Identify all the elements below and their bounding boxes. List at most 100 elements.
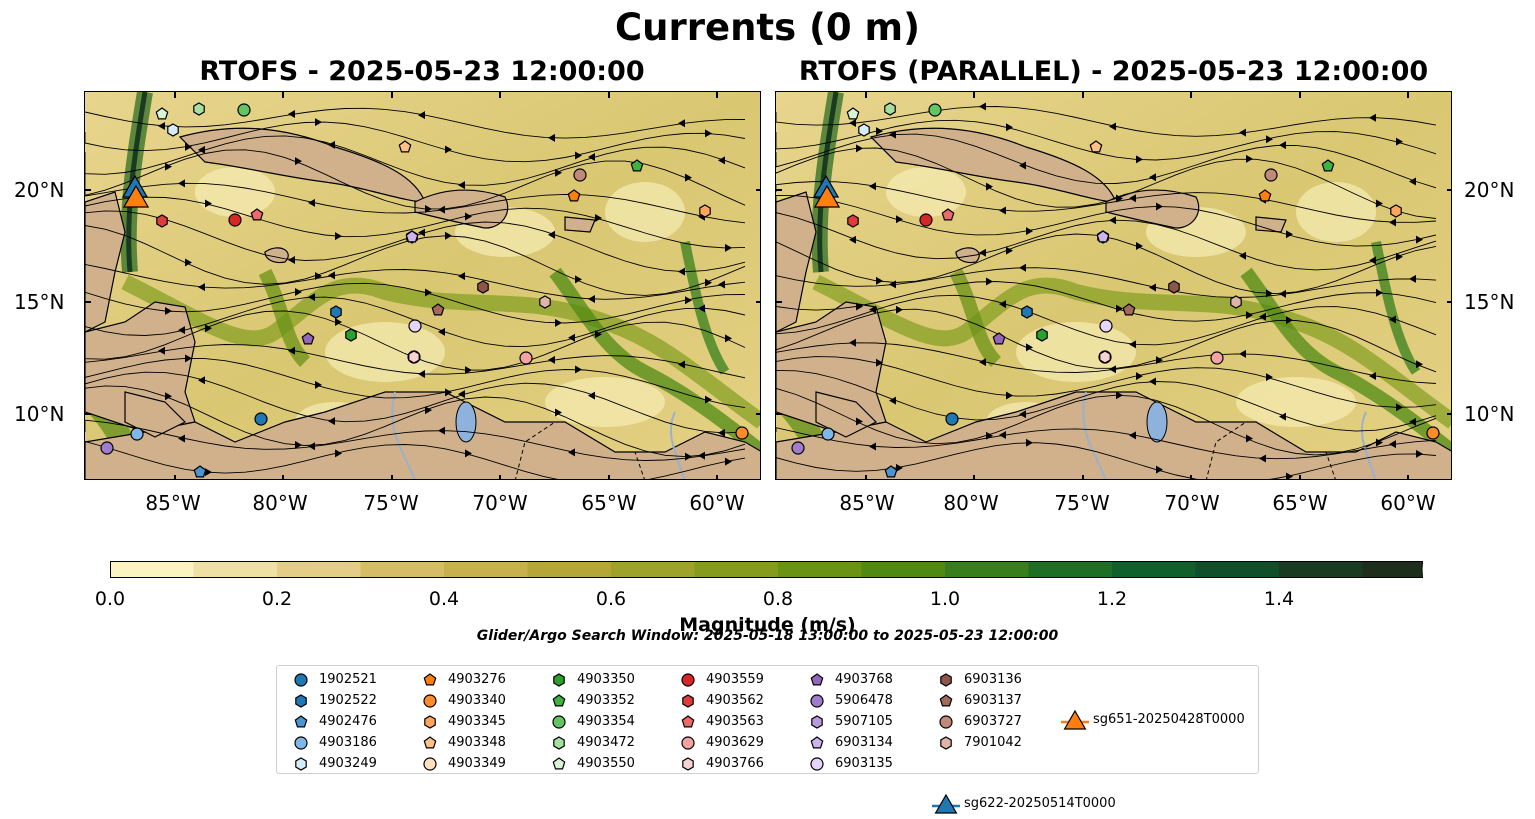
streamline-arrow — [685, 173, 692, 182]
legend-pentagon-shape — [681, 715, 695, 728]
float-6903135-marker — [1099, 319, 1113, 333]
streamline-arrow — [458, 390, 465, 399]
streamline-arrow — [1149, 283, 1156, 292]
legend-label: 4903563 — [706, 714, 764, 729]
float-4903186-marker — [821, 427, 835, 441]
legend-marker-hexagon-icon — [940, 736, 952, 750]
streamline — [85, 371, 746, 434]
streamlines — [776, 102, 1437, 479]
colorbar-segment — [1112, 561, 1196, 578]
streamline-arrow — [1389, 315, 1396, 324]
streamline-arrow — [288, 346, 295, 355]
streamline-arrow — [856, 144, 863, 153]
float-4903350-marker — [345, 328, 357, 342]
streamline-arrow — [295, 440, 302, 449]
legend-hexagon-shape — [295, 694, 307, 708]
streamline — [85, 121, 746, 163]
legend-hexagon-shape — [682, 694, 694, 708]
float-6903134-marker — [1096, 230, 1110, 243]
legend-marker-circle-icon — [294, 736, 308, 750]
lon-label-85w-left: 85°W — [145, 491, 201, 515]
legend-hexagon-shape — [682, 757, 694, 771]
float-4903276-marker — [567, 189, 581, 202]
streamline-arrow — [1116, 304, 1123, 313]
streamline-arrow — [1136, 155, 1143, 164]
streamline-arrow — [889, 130, 896, 139]
legend-marker-pentagon-icon — [939, 694, 953, 707]
streamline-arrow — [999, 430, 1006, 439]
legend-label: 4903629 — [706, 735, 764, 750]
legend-marker-hexagon-icon — [682, 694, 694, 708]
streamline-arrow — [979, 248, 986, 257]
streamline-arrow — [1396, 252, 1403, 261]
streamline-arrow — [1259, 454, 1266, 463]
streamline-arrow — [1026, 227, 1033, 236]
streamline-arrow — [575, 151, 582, 160]
colorbar-tick: 1.2 — [1096, 588, 1128, 610]
legend-pentagon-shape — [423, 736, 437, 749]
streamline-arrow — [1116, 194, 1123, 203]
streamline-arrow — [445, 145, 452, 154]
legend-label: 4903186 — [319, 735, 377, 750]
legend-label: 7901042 — [964, 735, 1022, 750]
legend-label: 4903350 — [577, 672, 635, 687]
streamline-arrow — [718, 428, 725, 437]
legend-label: sg651-20250428T0000 — [1093, 712, 1245, 727]
lon-label-70w-left: 70°W — [472, 491, 528, 515]
border-line — [1205, 421, 1336, 479]
streamline-arrow — [1129, 431, 1136, 440]
streamline-arrow — [1279, 412, 1286, 421]
streamline-arrow — [1109, 122, 1116, 131]
streamline-arrow — [295, 287, 302, 296]
legend-circle-shape — [423, 757, 437, 771]
streamline-arrow — [718, 156, 725, 165]
streamline-arrow — [555, 408, 562, 417]
legend-marker-circle-icon — [552, 715, 566, 729]
float-4903766-marker — [1099, 350, 1111, 364]
streamline-arrow — [1416, 235, 1423, 244]
legend-circle-shape — [810, 757, 824, 771]
river — [391, 391, 416, 479]
streamline-arrow — [698, 451, 705, 460]
legend-hexagon-shape — [940, 673, 952, 687]
streamline-arrow — [315, 380, 322, 389]
streamline-arrow — [1266, 373, 1273, 382]
streamline — [85, 385, 746, 458]
streamline-arrow — [1156, 356, 1163, 365]
streamline-arrow — [1416, 360, 1423, 369]
colorbar-segment — [444, 561, 528, 578]
jamaica-land — [264, 247, 289, 264]
legend-marker-circle-icon — [423, 757, 437, 771]
legend-label: 4903354 — [577, 714, 635, 729]
streamline-arrow — [896, 305, 903, 314]
float-4903340-marker — [735, 426, 749, 440]
streamline-arrow — [328, 417, 335, 426]
legend-label: 5906478 — [835, 693, 893, 708]
legend-pentagon-shape — [810, 736, 824, 749]
streamline-arrow — [1279, 141, 1286, 150]
streamline-arrow — [1156, 202, 1163, 211]
streamline-arrow — [288, 255, 295, 264]
float-5906478-marker — [791, 441, 805, 455]
streamline — [85, 149, 746, 210]
float-7901042-marker — [539, 295, 551, 309]
river — [1360, 411, 1377, 479]
streamline-arrow — [1286, 230, 1293, 239]
float-4903345-marker — [1390, 204, 1402, 218]
float-5906478-marker — [100, 441, 114, 455]
legend-marker-pentagon-icon — [681, 715, 695, 728]
legend-circle-shape — [939, 715, 953, 729]
streamline-arrow — [1239, 349, 1246, 358]
legend-circle-shape — [681, 673, 695, 687]
float-4903562-marker — [847, 214, 859, 228]
streamline — [85, 263, 746, 300]
float-4903354-marker — [237, 103, 251, 117]
float-4903340-marker — [1426, 426, 1440, 440]
streamline-arrow — [698, 304, 705, 313]
streamline-arrow — [425, 406, 432, 415]
puerto-rico-land — [1255, 216, 1287, 233]
streamline — [776, 233, 1437, 295]
streamline-arrow — [1239, 251, 1246, 260]
float-4903354-marker — [928, 103, 942, 117]
streamline — [776, 342, 1437, 384]
